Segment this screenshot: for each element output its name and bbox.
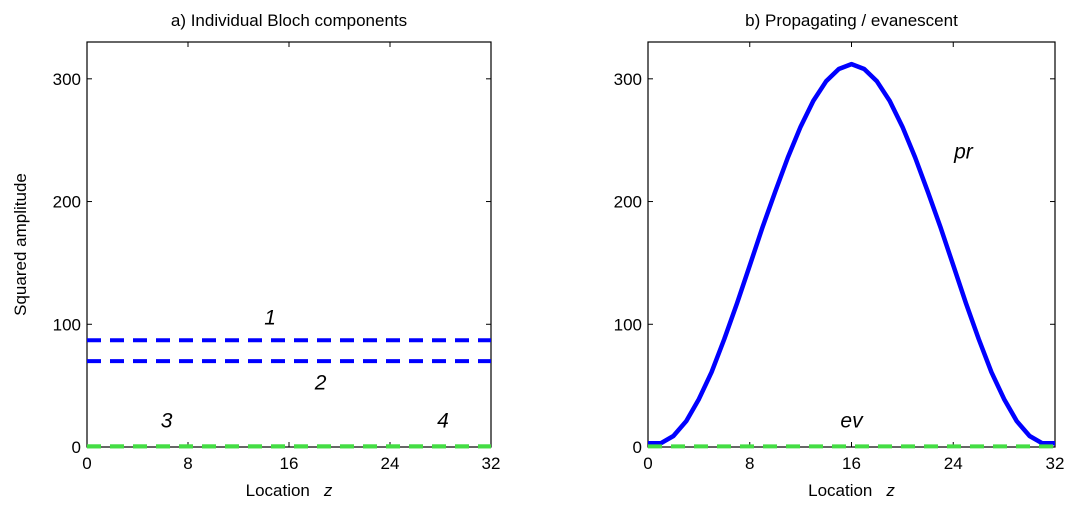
y-axis-label: Squared amplitude: [11, 173, 30, 316]
series-label-1: 1: [264, 306, 276, 329]
x-tick-label: 0: [82, 454, 91, 473]
chart-title: a) Individual Bloch components: [171, 11, 407, 30]
series-label-2: 2: [314, 371, 327, 394]
y-tick-label: 300: [53, 70, 81, 89]
y-tick-label: 300: [614, 70, 642, 89]
x-tick-label: 0: [643, 454, 652, 473]
x-tick-label: 8: [745, 454, 754, 473]
plot-frame: [647, 41, 1056, 448]
series-line-pr: [648, 61, 1055, 446]
chart-panel-2: b) Propagating / evanescent 0 8 16 24 32 0 100 2…: [614, 11, 1065, 500]
y-tick-label: 100: [614, 315, 642, 334]
y-tick-label: 0: [633, 438, 642, 457]
x-tick-label: 24: [381, 454, 400, 473]
series-label-3: 3: [161, 409, 173, 432]
plot-frame: [86, 41, 492, 448]
x-axis-label: Location z: [808, 481, 895, 500]
y-tick-label: 0: [72, 438, 81, 457]
x-tick-label: 8: [183, 454, 192, 473]
series-label-4: 4: [437, 409, 449, 432]
series-label-pr: pr: [953, 141, 974, 164]
x-tick-label: 32: [482, 454, 501, 473]
x-tick-label: 16: [280, 454, 299, 473]
x-tick-label: 24: [944, 454, 963, 473]
y-tick-label: 100: [53, 315, 81, 334]
x-tick-label: 32: [1046, 454, 1065, 473]
y-tick-label: 200: [53, 193, 81, 212]
chart-title: b) Propagating / evanescent: [745, 11, 958, 30]
series-label-ev: ev: [840, 409, 864, 432]
y-tick-label: 200: [614, 193, 642, 212]
x-axis-label: Location z: [246, 481, 333, 500]
x-tick-label: 16: [842, 454, 861, 473]
